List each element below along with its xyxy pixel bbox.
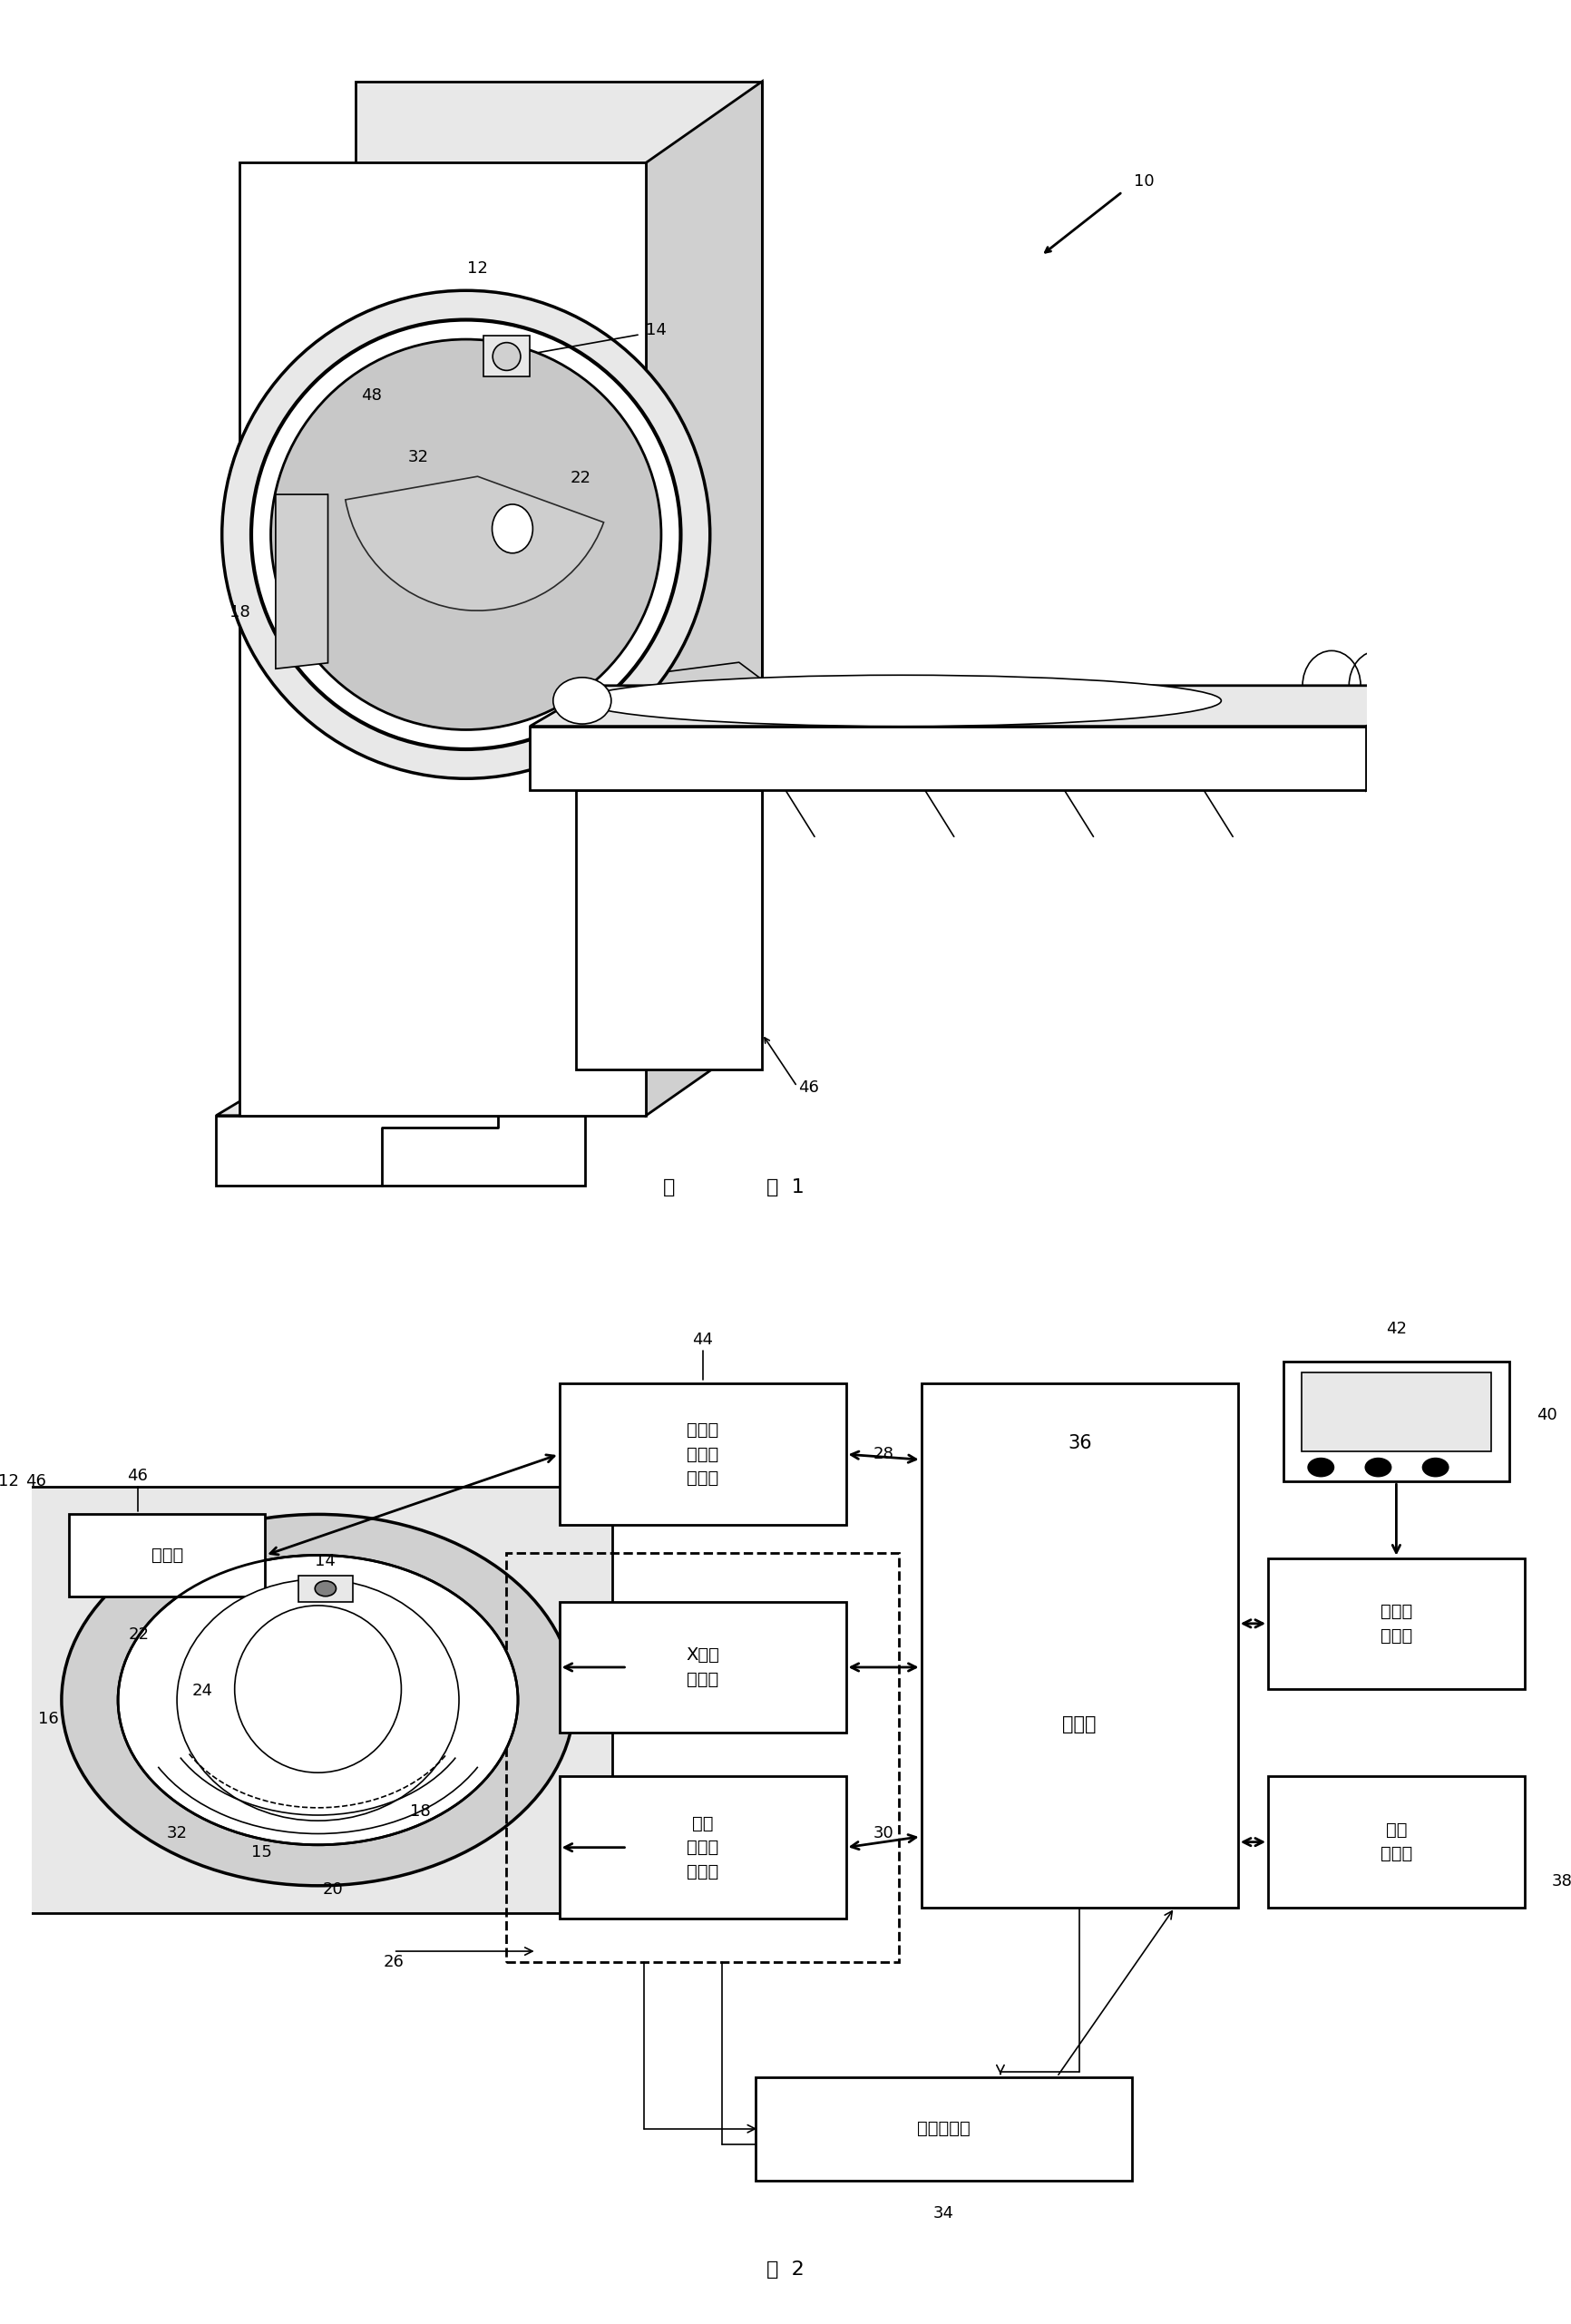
Bar bbox=[921, 1383, 1238, 1908]
Text: 24: 24 bbox=[192, 1683, 214, 1699]
Polygon shape bbox=[355, 81, 762, 1034]
Text: 海量
存储器: 海量 存储器 bbox=[1381, 1822, 1412, 1862]
Text: 图: 图 bbox=[663, 1178, 676, 1197]
Polygon shape bbox=[577, 760, 809, 790]
Bar bbox=[1268, 1557, 1524, 1690]
Wedge shape bbox=[346, 476, 603, 611]
Polygon shape bbox=[298, 1576, 352, 1601]
Text: 图  2: 图 2 bbox=[767, 2261, 804, 2280]
Polygon shape bbox=[239, 163, 646, 1116]
Text: 图像重建器: 图像重建器 bbox=[917, 2119, 971, 2138]
Circle shape bbox=[251, 321, 680, 748]
Circle shape bbox=[61, 1515, 575, 1885]
Bar bbox=[756, 2078, 1133, 2180]
Polygon shape bbox=[217, 1081, 643, 1116]
Polygon shape bbox=[529, 725, 1367, 790]
Text: 26: 26 bbox=[383, 1954, 404, 1971]
Circle shape bbox=[118, 1555, 518, 1845]
Bar bbox=[559, 1383, 845, 1525]
Circle shape bbox=[270, 339, 661, 730]
Text: 22: 22 bbox=[129, 1627, 149, 1643]
Polygon shape bbox=[484, 335, 529, 376]
Text: 22: 22 bbox=[570, 469, 591, 486]
Circle shape bbox=[1307, 1457, 1334, 1478]
Text: 工作台: 工作台 bbox=[151, 1548, 184, 1564]
Text: 42: 42 bbox=[1386, 1320, 1406, 1336]
Text: 44: 44 bbox=[693, 1332, 713, 1348]
Bar bbox=[69, 1515, 265, 1597]
Text: 14: 14 bbox=[316, 1552, 336, 1569]
Text: 12: 12 bbox=[0, 1473, 19, 1490]
Bar bbox=[1268, 1776, 1524, 1908]
Circle shape bbox=[1365, 1457, 1392, 1478]
Ellipse shape bbox=[583, 674, 1221, 725]
Text: 46: 46 bbox=[25, 1473, 47, 1490]
Text: 20: 20 bbox=[322, 1880, 344, 1899]
Text: 台架
电动机
控制器: 台架 电动机 控制器 bbox=[687, 1815, 718, 1880]
Text: 30: 30 bbox=[873, 1824, 894, 1841]
Polygon shape bbox=[275, 495, 328, 669]
Text: 图  1: 图 1 bbox=[767, 1178, 804, 1197]
Text: 15: 15 bbox=[251, 1845, 272, 1862]
Text: 46: 46 bbox=[127, 1469, 148, 1485]
Text: 32: 32 bbox=[408, 449, 429, 465]
Text: 14: 14 bbox=[646, 321, 666, 337]
Text: 18: 18 bbox=[410, 1803, 430, 1820]
Bar bbox=[24, 1487, 613, 1913]
Circle shape bbox=[493, 342, 520, 370]
Polygon shape bbox=[577, 790, 762, 1069]
Text: 36: 36 bbox=[1068, 1434, 1092, 1452]
Ellipse shape bbox=[178, 1580, 459, 1820]
Text: 40: 40 bbox=[1536, 1408, 1557, 1425]
Text: 操作员
控制台: 操作员 控制台 bbox=[1381, 1604, 1412, 1643]
Circle shape bbox=[314, 1580, 336, 1597]
Text: 34: 34 bbox=[933, 2205, 954, 2222]
Polygon shape bbox=[217, 1116, 584, 1185]
Text: 18: 18 bbox=[229, 604, 250, 621]
Bar bbox=[559, 1776, 845, 1920]
Circle shape bbox=[222, 290, 710, 779]
Text: 46: 46 bbox=[798, 1081, 818, 1097]
Polygon shape bbox=[529, 686, 1436, 725]
Bar bbox=[506, 1552, 899, 1961]
Text: 10: 10 bbox=[1134, 174, 1155, 191]
Circle shape bbox=[1422, 1457, 1448, 1478]
Text: 工作台
电动机
控制器: 工作台 电动机 控制器 bbox=[687, 1422, 718, 1487]
Bar bbox=[1301, 1371, 1491, 1450]
Polygon shape bbox=[1367, 686, 1436, 790]
Ellipse shape bbox=[234, 1606, 401, 1773]
Text: 计算机: 计算机 bbox=[1062, 1715, 1097, 1734]
Text: 28: 28 bbox=[873, 1446, 894, 1462]
Ellipse shape bbox=[492, 504, 533, 553]
Bar bbox=[1284, 1362, 1510, 1483]
Text: 32: 32 bbox=[167, 1827, 187, 1843]
Text: 48: 48 bbox=[361, 388, 382, 404]
Text: 16: 16 bbox=[38, 1710, 60, 1727]
Ellipse shape bbox=[553, 679, 611, 725]
Text: X射线
控制器: X射线 控制器 bbox=[687, 1648, 720, 1687]
Text: 12: 12 bbox=[467, 260, 489, 277]
Polygon shape bbox=[646, 81, 762, 1116]
Bar bbox=[559, 1601, 845, 1734]
Text: 38: 38 bbox=[1552, 1873, 1571, 1889]
